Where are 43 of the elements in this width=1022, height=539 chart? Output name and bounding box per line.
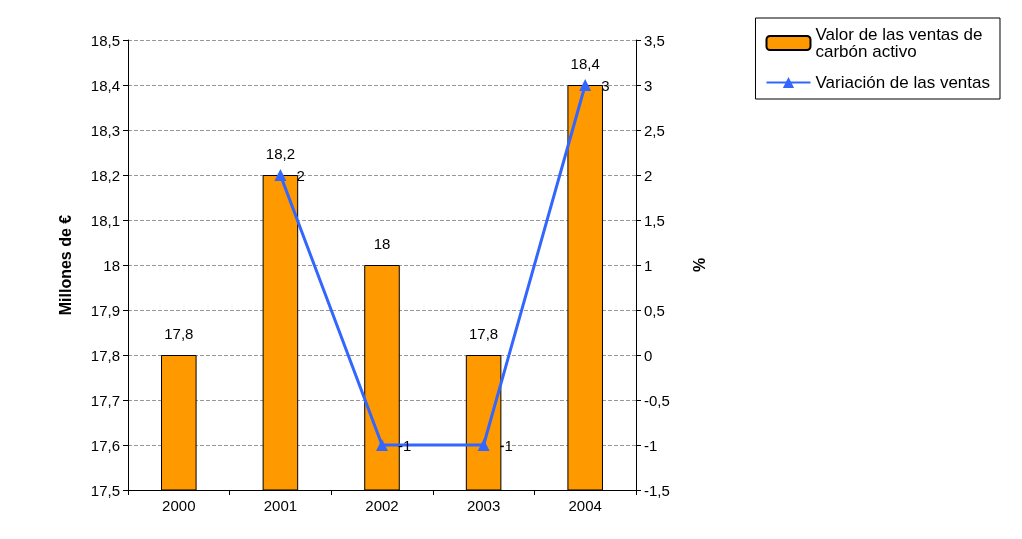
y-tick-label: 18,4	[90, 76, 120, 94]
y2-tick-label: 1	[644, 256, 653, 274]
y-tick-label: 17,8	[90, 346, 120, 364]
y2-tick-label: 0	[644, 346, 653, 364]
data-label: 17,8	[469, 325, 499, 342]
data-label: 2	[296, 166, 305, 184]
point	[477, 439, 490, 451]
point	[579, 79, 592, 91]
y-tick-label: 17,5	[90, 481, 120, 499]
y-tick-label: 18,5	[90, 31, 120, 49]
y-tick-label: 18	[103, 256, 120, 274]
x-tick-label: 2004	[568, 497, 602, 514]
legend-label: Variación de las ventas	[815, 73, 991, 92]
data-label: -1	[398, 436, 412, 454]
x-tick-label: 2003	[466, 497, 501, 514]
y2-tick-label: 2	[644, 166, 653, 184]
y-axis-title: Millones de €	[56, 214, 74, 316]
point	[376, 439, 388, 451]
y-tick-label: 18,3	[90, 121, 120, 139]
y-tick-label: 17,9	[90, 301, 120, 319]
y2-tick-label: -1,5	[644, 481, 670, 499]
y-tick-label: 17,7	[90, 391, 120, 409]
data-label: 3	[601, 76, 610, 94]
y-tick-label: 18,1	[90, 211, 120, 229]
y-tick-label: 17,6	[90, 436, 120, 454]
y2-tick-label: -0,5	[644, 391, 670, 409]
x-tick-label: 2002	[365, 497, 399, 514]
y2-axis-title: %	[690, 257, 708, 273]
y2-tick-label: 2,5	[644, 121, 665, 139]
legend-label: Valor de las ventas de carbón activo	[815, 25, 988, 61]
y2-tick-label: -1	[644, 436, 658, 454]
y2-tick-label: 3,5	[644, 31, 665, 49]
data-label: 18	[373, 235, 391, 252]
y2-tick-label: 3	[644, 76, 653, 94]
y2-tick-label: 1,5	[644, 211, 665, 229]
data-label: 17,8	[164, 325, 194, 342]
data-label: 18,4	[570, 55, 600, 72]
data-label: 18,2	[265, 145, 295, 162]
x-tick-label: 2001	[263, 497, 298, 514]
y-tick-label: 18,2	[90, 166, 120, 184]
y2-tick-label: 0,5	[644, 301, 665, 319]
x-tick-label: 2000	[162, 497, 196, 514]
point	[274, 169, 287, 181]
